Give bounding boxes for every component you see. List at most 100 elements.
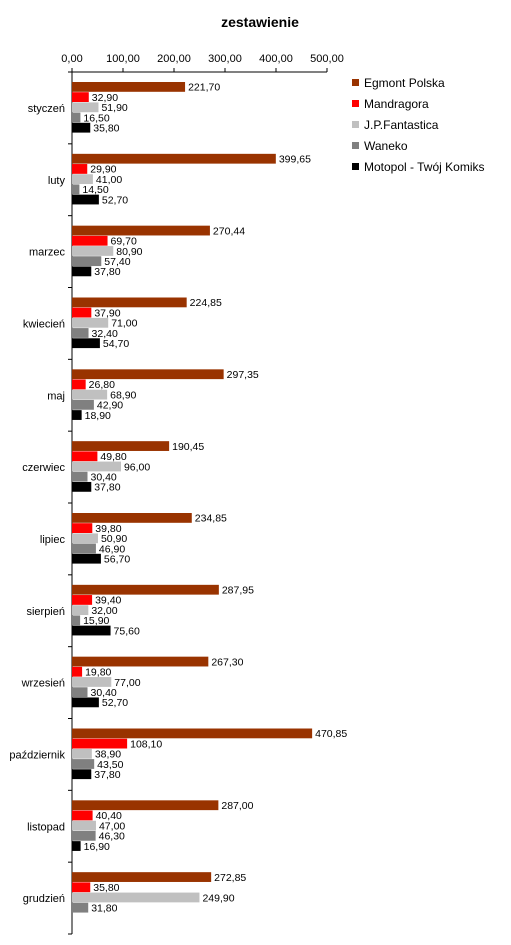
data-label: 80,90 xyxy=(116,246,142,258)
data-label: 69,70 xyxy=(111,236,137,248)
legend-swatch xyxy=(352,79,359,86)
data-label: 221,70 xyxy=(188,82,220,94)
data-label: 30,40 xyxy=(91,471,117,483)
data-label: 249,90 xyxy=(202,892,234,904)
bar xyxy=(72,902,89,913)
bar xyxy=(72,656,209,667)
axes: 0,00 100,00 200,00 300,00 400,00 500,00 stycze… xyxy=(9,53,344,935)
data-label: 267,30 xyxy=(211,656,243,668)
data-label: 71,00 xyxy=(111,318,137,330)
data-label: 297,35 xyxy=(227,369,259,381)
data-label: 38,90 xyxy=(95,749,121,761)
bar xyxy=(72,615,81,626)
data-label: 47,00 xyxy=(99,820,125,832)
legend-swatch xyxy=(352,100,359,107)
data-label: 31,80 xyxy=(91,902,117,914)
data-label: 39,80 xyxy=(95,523,121,535)
legend-label: Waneko xyxy=(364,139,408,153)
data-label: 50,90 xyxy=(101,533,127,545)
bar xyxy=(72,800,219,811)
data-label: 35,80 xyxy=(93,882,119,894)
bar xyxy=(72,246,114,256)
data-label: 57,40 xyxy=(104,256,130,268)
bar xyxy=(72,697,99,708)
bar xyxy=(72,769,92,780)
data-label: 16,50 xyxy=(83,112,109,124)
data-label: 51,90 xyxy=(101,102,127,114)
bar xyxy=(72,533,98,544)
bar xyxy=(72,256,102,267)
data-label: 19,80 xyxy=(85,667,111,679)
data-label: 37,80 xyxy=(94,266,120,278)
bar xyxy=(72,728,313,739)
bar xyxy=(72,451,98,462)
bar xyxy=(72,810,93,821)
bar xyxy=(72,513,192,523)
data-label: 14,50 xyxy=(82,184,108,196)
bar xyxy=(72,461,121,472)
bar xyxy=(72,605,89,616)
category-label: maj xyxy=(47,390,65,402)
bar xyxy=(72,235,108,246)
legend-label: Motopol - Twój Komiks xyxy=(364,160,485,174)
bar xyxy=(72,441,170,451)
data-label: 39,40 xyxy=(95,595,121,607)
bar xyxy=(72,892,200,903)
bar xyxy=(72,666,83,677)
category-label: grudzień xyxy=(23,893,65,905)
bar xyxy=(72,317,109,328)
legend-swatch xyxy=(352,163,359,170)
category-label: styczeń xyxy=(28,103,65,115)
category-label: czerwiec xyxy=(22,462,65,474)
data-label: 108,10 xyxy=(130,738,162,750)
category-label: listopad xyxy=(27,821,65,833)
x-tick-label: 400,00 xyxy=(259,53,293,65)
bar xyxy=(72,122,91,133)
data-label: 15,90 xyxy=(83,615,109,627)
x-tick-label: 0,00 xyxy=(61,53,82,65)
bar xyxy=(72,481,92,492)
bar xyxy=(72,830,96,841)
data-label: 68,90 xyxy=(110,389,136,401)
category-label: marzec xyxy=(29,247,66,259)
bar xyxy=(72,872,212,882)
data-label: 399,65 xyxy=(279,154,311,166)
data-label: 96,00 xyxy=(124,461,150,473)
data-label: 43,50 xyxy=(97,759,123,771)
bar xyxy=(72,307,92,318)
bar xyxy=(72,687,88,698)
legend-swatch xyxy=(352,142,359,149)
data-label: 37,80 xyxy=(94,482,120,494)
bar xyxy=(72,399,94,410)
bar xyxy=(72,297,187,308)
bar xyxy=(72,328,89,338)
bar xyxy=(72,184,80,195)
bar xyxy=(72,584,219,595)
bar xyxy=(72,153,276,164)
legend-label: J.P.Fantastica xyxy=(364,118,439,132)
data-label: 49,80 xyxy=(100,451,126,463)
bar xyxy=(72,553,101,564)
legend-label: Egmont Polska xyxy=(364,76,445,90)
data-label: 32,40 xyxy=(92,328,118,340)
data-label: 16,90 xyxy=(84,841,110,853)
bar xyxy=(72,410,82,420)
data-label: 77,00 xyxy=(114,677,140,689)
category-label: luty xyxy=(48,175,66,187)
data-label: 287,00 xyxy=(221,800,253,812)
data-label: 234,85 xyxy=(195,513,227,525)
legend-label: Mandragora xyxy=(364,97,429,111)
data-label: 272,85 xyxy=(214,872,246,884)
x-tick-label: 100,00 xyxy=(106,53,140,65)
x-tick-label: 300,00 xyxy=(208,53,242,65)
bar xyxy=(72,389,108,400)
bar xyxy=(72,338,100,349)
bar xyxy=(72,677,112,687)
data-label: 18,90 xyxy=(85,410,111,422)
bar xyxy=(72,595,93,605)
data-label: 35,80 xyxy=(93,123,119,135)
data-label: 46,90 xyxy=(99,543,125,555)
bar xyxy=(72,194,99,205)
data-label: 32,00 xyxy=(91,605,117,617)
